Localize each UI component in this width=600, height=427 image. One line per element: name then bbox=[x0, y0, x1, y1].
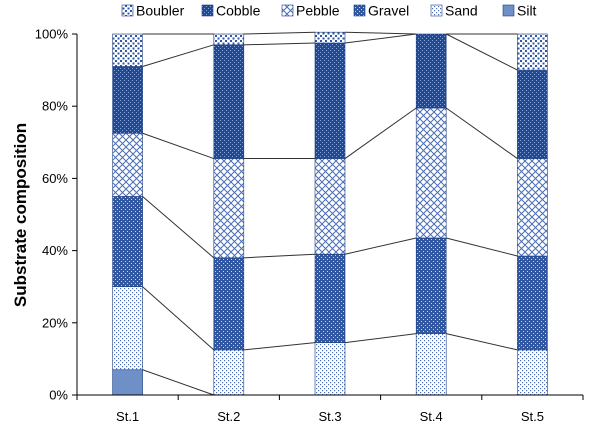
legend-swatch-gravel bbox=[353, 4, 366, 17]
legend-label-silt: Silt bbox=[517, 3, 537, 19]
y-axis-ticks: 0% 20% 40% 60% 80% 100% bbox=[35, 27, 77, 403]
bar-segment-pebble bbox=[415, 107, 447, 239]
series-line-cobble bbox=[344, 33, 417, 44]
x-axis-ticks: St.1 St.2 St.3 St.4 St.5 bbox=[76, 395, 584, 424]
legend-swatch-silt bbox=[502, 4, 515, 17]
series-line-gravel bbox=[142, 196, 215, 259]
bar-segment-sand bbox=[415, 333, 447, 396]
bar-segment-pebble bbox=[314, 158, 346, 255]
bar-segment-boubler bbox=[314, 31, 346, 44]
x-tick-label: St.2 bbox=[217, 409, 240, 424]
legend-label-sand: Sand bbox=[445, 3, 478, 19]
bar-segment-boubler bbox=[213, 33, 245, 46]
legend-swatch-pebble bbox=[281, 4, 294, 17]
bar-segment-gravel bbox=[415, 237, 447, 334]
bar-segment-boubler bbox=[517, 33, 548, 71]
series-line-gravel bbox=[243, 253, 316, 259]
legend-label-pebble: Pebble bbox=[296, 3, 340, 19]
series-line-boubler bbox=[243, 31, 316, 35]
series-line-sand bbox=[142, 286, 215, 351]
series-line-pebble bbox=[142, 132, 214, 160]
legend-swatch-boubler bbox=[121, 4, 134, 17]
series-lines bbox=[142, 31, 518, 396]
bar-segment-pebble bbox=[213, 158, 245, 259]
bar-segment-cobble bbox=[213, 44, 245, 159]
bar-segment-pebble bbox=[517, 158, 548, 257]
bar-segment-cobble bbox=[517, 69, 548, 159]
y-tick-label: 80% bbox=[42, 99, 68, 114]
x-tick-label: St.3 bbox=[318, 409, 341, 424]
series-line-cobble bbox=[243, 42, 316, 46]
legend: Boubler Cobble Pebble Gravel Sand Silt bbox=[121, 3, 537, 19]
bar-segment-gravel bbox=[517, 255, 548, 351]
bar-segment-gravel bbox=[112, 196, 143, 287]
series-line-cobble bbox=[142, 44, 214, 67]
legend-label-boubler: Boubler bbox=[136, 3, 185, 19]
bar-segment-cobble bbox=[112, 66, 143, 134]
series-line-silt bbox=[142, 369, 214, 396]
bar-segment-gravel bbox=[213, 257, 245, 351]
bars bbox=[112, 31, 548, 396]
legend-swatch-cobble bbox=[201, 4, 214, 17]
legend-label-cobble: Cobble bbox=[216, 3, 261, 19]
bar-segment-gravel bbox=[314, 253, 346, 343]
x-tick-label: St.1 bbox=[116, 409, 139, 424]
series-line-sand bbox=[243, 342, 316, 351]
series-line-pebble bbox=[445, 107, 518, 159]
series-line-sand bbox=[446, 333, 518, 351]
bar-segment-sand bbox=[112, 286, 143, 371]
y-tick-label: 0% bbox=[49, 388, 68, 403]
bar-segment-sand bbox=[517, 349, 548, 396]
bar-segment-boubler bbox=[112, 33, 143, 67]
plot-area: 0% 20% 40% 60% 80% 100% St.1 St.2 St.3 St.4 St.5 bbox=[35, 27, 584, 424]
bar-segment-cobble bbox=[415, 33, 447, 109]
y-tick-label: 60% bbox=[42, 171, 68, 186]
series-line-gravel bbox=[446, 237, 518, 257]
legend-label-gravel: Gravel bbox=[368, 3, 409, 19]
x-tick-label: St.5 bbox=[521, 409, 544, 424]
bar-segment-cobble bbox=[314, 42, 346, 159]
series-line-gravel bbox=[344, 237, 417, 255]
y-tick-label: 40% bbox=[42, 243, 68, 258]
y-axis-title: Substrate composition bbox=[11, 123, 30, 307]
legend-swatch-sand bbox=[430, 4, 443, 17]
series-line-cobble bbox=[445, 33, 518, 71]
x-tick-label: St.4 bbox=[420, 409, 443, 424]
bar-segment-sand bbox=[213, 349, 245, 396]
bar-segment-sand bbox=[314, 342, 346, 396]
series-line-pebble bbox=[344, 107, 417, 159]
y-tick-label: 100% bbox=[35, 27, 69, 42]
series-line-sand bbox=[344, 333, 417, 344]
bar-segment-silt bbox=[112, 369, 143, 396]
y-tick-label: 20% bbox=[42, 315, 68, 330]
bar-segment-pebble bbox=[112, 132, 143, 197]
series-line-boubler bbox=[344, 31, 417, 35]
